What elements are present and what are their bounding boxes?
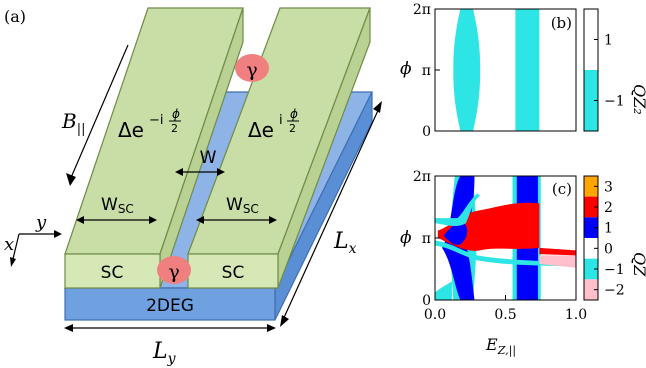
panel-c-colorbar-level [584,279,598,300]
right-sc-bar: SC [187,7,371,289]
panel-c-colorbar-level [584,238,598,259]
svg-text:ϕ: ϕ [290,107,298,121]
svg-text:2: 2 [171,122,178,135]
wsc-left-label: WSC [101,195,134,216]
panel-b-region-2 [515,9,540,131]
panel-c-cbtick-label: 1 [604,221,613,237]
twodeg-label: 2DEG [146,296,194,316]
panel-c-colorbar-level [584,258,598,280]
panel-c-xlabel: EZ,|| [485,335,516,358]
panel-b-colorbar-top [584,9,598,70]
panel-c-ylabel: ϕ [400,228,412,248]
panel-b-colorbar-frame [583,8,599,132]
gamma-top-label: γ [246,59,257,81]
svg-text:ϕ: ϕ [172,107,180,121]
panel-c-colorbar-level [584,176,598,197]
panel-c-cbtick-label: 0 [604,241,613,257]
delta-left-label: Δe −i ϕ 2 [118,107,181,142]
panel-c-cbtick-label: 3 [604,179,613,195]
svg-text:−i: −i [149,113,164,128]
panel-c-ytick-label: π [422,231,431,247]
panel-c-xlabel-sub: Z,|| [497,344,516,358]
wsc-right-label: WSC [226,195,259,216]
sc-left-label: SC [101,263,124,283]
b-field-label: B|| [61,109,85,137]
panel-c-xtick-label: 1.0 [565,307,587,323]
panel-b-cbtick-label: 1 [604,33,613,49]
axis-x-label: x [4,234,14,255]
xy-axes [10,230,62,267]
panel-c-colorbar-level [584,217,598,238]
panel-a-label: (a) [4,7,26,26]
sc-right-label: SC [222,263,245,283]
svg-text:i: i [279,113,283,128]
delta-right-label: Δe i ϕ 2 [248,107,299,142]
lx-label: Lx [333,229,357,257]
ly-arrow [64,324,276,332]
svg-text:Δe: Δe [248,118,274,142]
panel-c-red-strip [539,247,576,256]
panel-b-label: (b) [551,14,572,32]
panel-c-cbtick-label: 2 [604,200,613,216]
panel-c-ytick-label: 0 [422,293,431,309]
panel-c-colorbar-level [584,196,598,218]
panel-c-colorbar-frame [583,175,599,301]
svg-text:2: 2 [289,122,296,135]
panel-c-cbtick-label: −1 [604,262,625,278]
panel-b-cblabel: QZ₂ [630,84,646,115]
svg-text:Δe: Δe [118,118,144,142]
panel-c-blue-lobe [443,222,468,245]
panel-b-ytick-label: 0 [422,124,431,140]
panel-b-cbtick-label: −1 [604,94,625,110]
panel-c-pink-strip [539,255,576,268]
panel-c-ytick-label: 2π [413,169,431,185]
panel-c-xlabel-main: E [485,335,498,354]
panel-c-cbtick-label: −2 [604,283,625,299]
panel-c-chart: 0 π 2π 0.0 0.5 1.0 ϕ EZ,|| (c) 3 2 1 0 −1 −2 QZ [400,169,646,358]
gamma-bottom-label: γ [168,261,179,283]
wsc-right-arrow [196,216,277,224]
panel-c-xtick-label: 0.0 [424,307,446,323]
panel-c-label: (c) [552,180,572,198]
axis-y-label: y [35,212,47,233]
lx-arrow [280,101,382,327]
panel-c-cblabel: QZ [630,252,646,277]
gamma-bottom-marker [157,256,191,284]
panel-b-colorbar-bottom [584,70,598,131]
w-gap-arrow [175,168,225,176]
ly-label: Ly [152,339,177,367]
panel-b-region-1 [453,9,481,131]
gamma-top-marker [235,54,269,82]
panel-b-ytick-label: π [422,63,431,79]
panel-b-ytick-label: 2π [413,2,431,18]
b-field-arrow [66,44,129,186]
panel-c-xtick-label: 0.5 [494,307,516,323]
panel-c-cyan-corner [435,281,452,300]
wsc-left-arrow [76,216,157,224]
w-gap-label: W [200,148,217,168]
panel-c-cyan-arc [435,193,481,226]
panel-b-chart: 0 π 2π ϕ (b) 1 −1 QZ₂ [400,2,646,140]
panel-b-ylabel: ϕ [400,59,412,79]
